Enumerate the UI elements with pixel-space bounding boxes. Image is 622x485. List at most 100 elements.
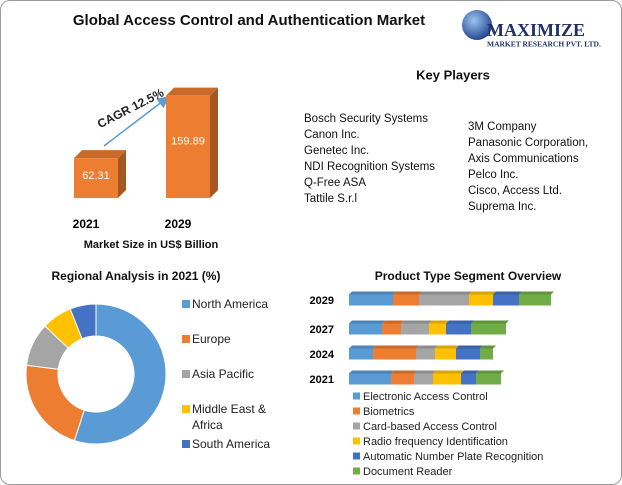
logo-globe <box>462 10 492 40</box>
segment-top <box>476 370 504 374</box>
bar-segment <box>429 323 446 335</box>
bar-segment <box>456 348 480 360</box>
bar-segment <box>414 373 433 385</box>
legend-swatch <box>353 467 360 475</box>
bar-segment <box>469 294 493 306</box>
bar-segment <box>433 373 461 385</box>
bar-segment <box>349 348 373 360</box>
bar-side <box>118 150 126 198</box>
bar-segment <box>435 348 456 360</box>
legend-label: South America <box>192 437 271 451</box>
key-player: Canon Inc. <box>304 129 360 141</box>
segment-top <box>401 320 432 324</box>
key-player: Q-Free ASA <box>304 177 366 189</box>
legend-label: Radio frequency Identification <box>363 436 508 448</box>
key-player: Bosch Security Systems <box>304 113 428 125</box>
key-player: Axis Communications <box>468 153 579 165</box>
logo-name: MAXIMIZE <box>487 20 585 40</box>
bar-segment <box>416 348 435 360</box>
bar-top <box>166 87 218 96</box>
title: Global Access Control and Authentication… <box>73 12 425 29</box>
key-player: Tattile S.r.l <box>304 193 358 205</box>
key-player: Pelco Inc. <box>468 169 519 181</box>
bar-segment <box>382 323 401 335</box>
segment-top <box>456 345 483 349</box>
segment-top <box>480 345 496 349</box>
segment-top <box>493 291 522 295</box>
bar-segment <box>519 294 551 306</box>
legend-label: Document Reader <box>363 466 453 478</box>
segment-top <box>429 320 449 324</box>
legend-swatch <box>353 392 360 400</box>
x-tick-label: 2029 <box>165 217 192 231</box>
legend-label: Asia Pacific <box>192 367 255 381</box>
key-player: Panasonic Corporation, <box>468 137 589 149</box>
bar-segment <box>493 294 519 306</box>
legend-swatch <box>182 405 190 413</box>
legend-label: Card-based Access Control <box>363 421 497 433</box>
segment-top <box>349 291 396 295</box>
bar-segment <box>446 323 471 335</box>
bar-segment <box>349 373 391 385</box>
bar-segment <box>391 373 414 385</box>
y-tick-label: 2029 <box>310 295 334 307</box>
segment-top <box>349 345 376 349</box>
key-player: Suprema Inc. <box>468 201 537 213</box>
segment-top <box>416 345 438 349</box>
legend-swatch <box>353 422 360 430</box>
bar-segment <box>480 348 493 360</box>
segment-top <box>382 320 404 324</box>
legend-label: Middle East & Africa <box>192 402 267 432</box>
bar-segment <box>471 323 506 335</box>
legend-label: Automatic Number Plate Recognition <box>363 451 543 463</box>
legend-label: Electronic Access Control <box>363 391 488 403</box>
legend-swatch <box>182 370 190 378</box>
bar-segment <box>349 323 382 335</box>
legend-swatch <box>353 452 360 460</box>
segment-top <box>391 370 417 374</box>
legend-swatch <box>353 437 360 445</box>
key-player: 3M Company <box>468 121 537 133</box>
bar-segment <box>393 294 419 306</box>
segment-top <box>461 370 479 374</box>
segment-top <box>349 320 385 324</box>
stacked-title: Product Type Segment Overview <box>375 269 562 283</box>
bar-segment <box>419 294 469 306</box>
key-player: Genetec Inc. <box>304 145 370 157</box>
y-tick-label: 2021 <box>310 374 334 386</box>
bar-segment <box>476 373 501 385</box>
segment-top <box>446 320 474 324</box>
value-label: 159.89 <box>171 136 205 148</box>
legend-label: North America <box>192 297 269 311</box>
value-label: 62.31 <box>82 170 110 182</box>
segment-top <box>435 345 459 349</box>
bar-segment <box>373 348 416 360</box>
key-player: Cisco, Access Ltd. <box>468 185 562 197</box>
donut-slice <box>25 364 85 442</box>
bar-top <box>74 150 126 159</box>
x-tick-label: 2021 <box>73 217 100 231</box>
donut-slice <box>69 303 97 340</box>
cagr-label: CAGR 12.5% <box>95 85 166 131</box>
segment-top <box>419 291 472 295</box>
bar <box>166 95 210 198</box>
bar-segment <box>349 294 393 306</box>
y-tick-label: 2024 <box>310 349 335 361</box>
legend-swatch <box>182 440 190 448</box>
key-players-title: Key Players <box>416 67 490 82</box>
segment-top <box>393 291 422 295</box>
bar-side <box>210 87 218 198</box>
segment-top <box>373 345 419 349</box>
legend-swatch <box>353 407 360 415</box>
x-axis-label: Market Size in US$ Billion <box>84 239 219 251</box>
bar-segment <box>401 323 429 335</box>
legend-label: Biometrics <box>363 406 415 418</box>
logo-tagline: MARKET RESEARCH PVT. LTD. <box>487 40 601 49</box>
segment-top <box>469 291 496 295</box>
segment-top <box>433 370 464 374</box>
legend-label: Europe <box>192 332 231 346</box>
segment-top <box>471 320 509 324</box>
cagr-arrow <box>103 96 170 147</box>
